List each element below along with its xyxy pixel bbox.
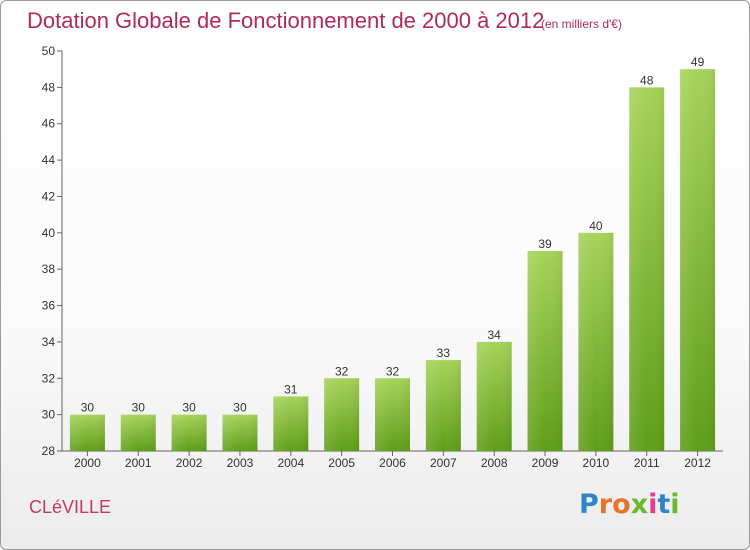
bar-shine — [324, 378, 360, 451]
chart-data-labels: 30 30 30 30 31 32 32 33 34 39 40 48 49 — [81, 55, 705, 414]
bar-shine — [578, 232, 614, 451]
x-tick-label: 2005 — [328, 456, 355, 470]
y-tick-label: 48 — [42, 80, 56, 94]
bar-shine — [425, 360, 461, 451]
data-label: 39 — [538, 237, 552, 251]
bar-shine — [222, 414, 258, 451]
bar-shine — [120, 414, 156, 451]
chart-bars — [69, 69, 716, 451]
chart-unit: (en milliers d'€) — [541, 17, 622, 31]
logo-letter: x — [630, 489, 649, 520]
data-label: 40 — [589, 219, 603, 233]
logo-letter: i — [648, 489, 658, 520]
logo-letter: i — [670, 489, 680, 520]
data-label: 30 — [233, 401, 247, 415]
data-label: 33 — [437, 346, 451, 360]
x-tick-label: 2008 — [481, 456, 508, 470]
y-tick-label: 42 — [42, 189, 56, 203]
x-tick-label: 2007 — [430, 456, 457, 470]
chart-title: Dotation Globale de Fonctionnement de 20… — [27, 8, 545, 33]
x-tick-label: 2011 — [634, 456, 660, 470]
x-tick-label: 2002 — [176, 456, 203, 470]
bar-shine — [375, 378, 410, 451]
y-tick-label: 50 — [42, 44, 56, 58]
x-tick-label: 2012 — [684, 456, 711, 470]
y-tick-label: 36 — [42, 299, 56, 313]
proxiti-logo: Proxiti — [579, 489, 680, 520]
bar-shine — [171, 414, 207, 451]
data-label: 30 — [182, 401, 196, 415]
data-label: 48 — [640, 73, 654, 87]
data-label: 30 — [132, 401, 146, 415]
y-tick-label: 28 — [42, 444, 56, 458]
x-tick-label: 2000 — [74, 456, 101, 470]
y-tick-label: 44 — [42, 153, 56, 167]
chart-axes: 28 30 32 34 36 38 40 42 44 46 48 50 2000 2001 2002 2003… — [42, 44, 723, 470]
logo-letter: t — [657, 489, 671, 520]
data-label: 49 — [691, 55, 705, 69]
x-tick-label: 2001 — [125, 456, 152, 470]
x-tick-label: 2004 — [277, 456, 304, 470]
y-tick-label: 32 — [42, 371, 56, 385]
logo-letter: P — [579, 489, 599, 520]
data-label: 31 — [284, 382, 298, 396]
bar-shine — [273, 396, 309, 451]
x-tick-label: 2009 — [532, 456, 559, 470]
data-label: 32 — [335, 364, 349, 378]
x-tick-label: 2003 — [227, 456, 254, 470]
bar-shine — [476, 341, 512, 451]
data-label: 32 — [386, 364, 400, 378]
x-tick-label: 2010 — [583, 456, 610, 470]
data-label: 34 — [488, 328, 502, 342]
y-tick-label: 30 — [42, 408, 56, 422]
logo-letter: o — [612, 489, 631, 520]
data-label: 30 — [81, 401, 95, 415]
commune-name: CLéVILLE — [29, 497, 112, 517]
bar-shine — [629, 87, 665, 451]
bar-shine — [69, 414, 105, 451]
y-tick-label: 46 — [42, 117, 56, 131]
bar-shine — [680, 69, 716, 451]
bar-shine — [527, 251, 563, 451]
y-tick-label: 38 — [42, 262, 56, 276]
y-tick-label: 34 — [42, 335, 56, 349]
y-tick-label: 40 — [42, 226, 56, 240]
logo-letter: r — [598, 489, 613, 520]
x-tick-label: 2006 — [379, 456, 406, 470]
